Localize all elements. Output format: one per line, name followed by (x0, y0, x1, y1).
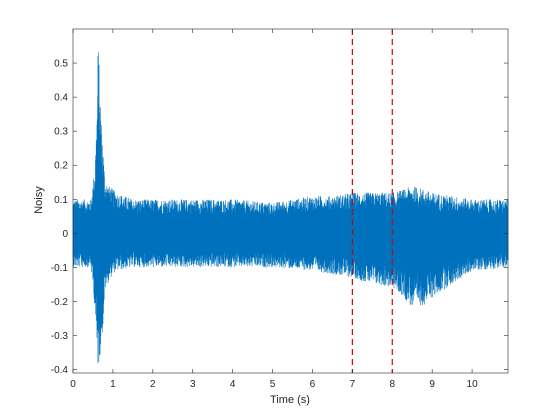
x-tick-label: 10 (467, 379, 479, 390)
x-tick-label: 8 (389, 379, 395, 390)
x-tick-label: 4 (230, 379, 236, 390)
x-tick-label: 2 (150, 379, 156, 390)
y-tick-label: 0.2 (54, 161, 68, 172)
y-axis-label: Noisy (33, 186, 45, 214)
axes (72, 28, 509, 374)
axes-box (72, 28, 509, 374)
y-tick-label: 0.3 (54, 127, 68, 138)
x-tick-label: 7 (350, 379, 356, 390)
x-axis-label: Time (s) (270, 394, 310, 406)
x-tick-label: 1 (110, 379, 116, 390)
y-tick-label: -0.2 (51, 297, 69, 308)
y-tick-label: 0 (62, 229, 68, 240)
y-tick-label: -0.1 (51, 263, 69, 274)
marker-lines (351, 29, 393, 373)
y-tick-label: 0.5 (54, 59, 68, 70)
y-tick-label: -0.4 (51, 365, 69, 376)
x-tick-label: 3 (190, 379, 196, 390)
x-tick-label: 6 (310, 379, 316, 390)
y-tick-label: 0.4 (54, 93, 68, 104)
y-tick-label: -0.3 (51, 331, 69, 342)
x-tick-label: 0 (70, 379, 76, 390)
x-tick-label: 9 (429, 379, 435, 390)
x-tick-label: 5 (270, 379, 276, 390)
y-tick-label: 0.1 (54, 195, 68, 206)
tick-labels: 0 1 2 3 4 5 6 7 8 9 10 -0.4 -0.3 -0.2 -0.1 0 0.1 0.2 0.3 0.… (51, 59, 478, 390)
